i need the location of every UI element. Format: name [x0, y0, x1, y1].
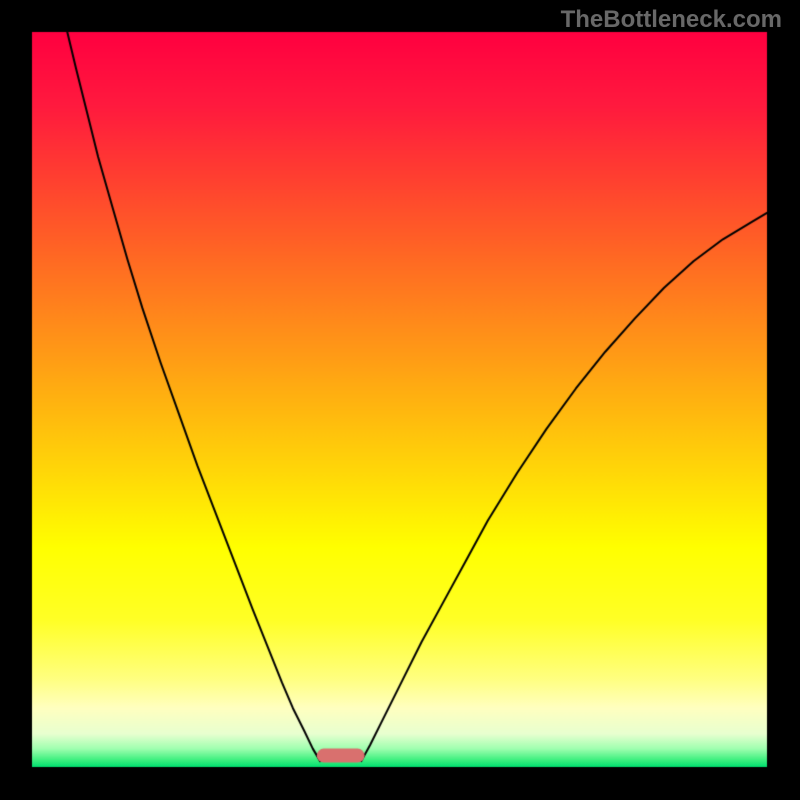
bottleneck-chart-canvas — [0, 0, 800, 800]
watermark-text: TheBottleneck.com — [561, 6, 782, 34]
chart-container: TheBottleneck.com — [0, 0, 800, 800]
